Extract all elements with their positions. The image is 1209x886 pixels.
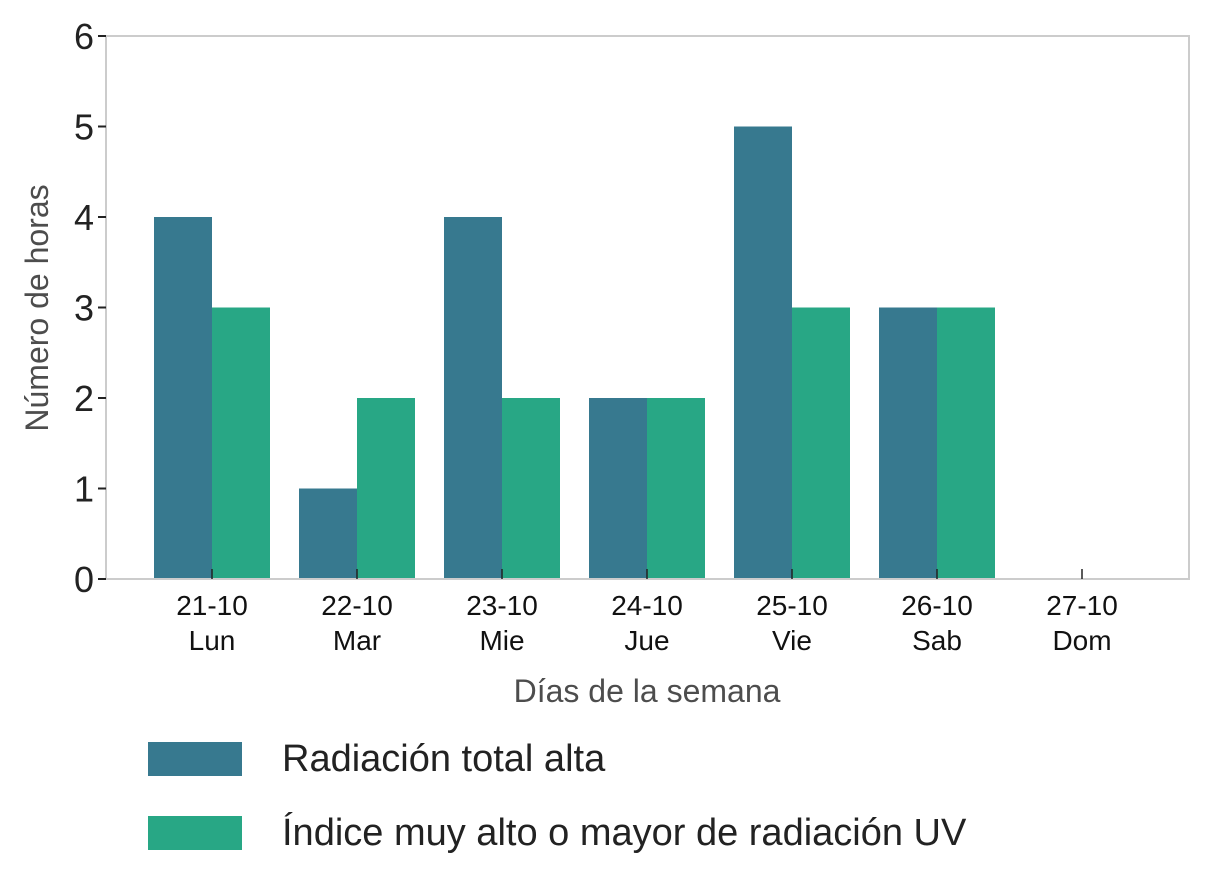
x-tick-label-4: 25-10 Vie xyxy=(756,590,828,656)
y-axis-label: Número de horas xyxy=(19,184,55,431)
x-tick-label-0: 21-10 Lun xyxy=(176,590,248,656)
y-tick-label-2: 2 xyxy=(74,378,94,419)
legend-swatch-indice-uv xyxy=(148,816,242,850)
legend-label-indice-uv: Índice muy alto o mayor de radiación UV xyxy=(282,811,967,854)
x-tick-label-2: 23-10 Mie xyxy=(466,590,538,656)
bars-group xyxy=(154,126,995,579)
bar-s0-c3 xyxy=(589,398,647,579)
bar-s1-c2 xyxy=(502,398,560,579)
x-axis-ticks: 21-10 Lun 22-10 Mar 23-10 Mie 24-10 Jue 25-10 Vie… xyxy=(176,569,1118,656)
bar-s0-c4 xyxy=(734,126,792,579)
y-tick-label-1: 1 xyxy=(74,469,94,510)
bar-s1-c1 xyxy=(357,398,415,579)
y-tick-label-0: 0 xyxy=(74,559,94,600)
bar-s0-c0 xyxy=(154,217,212,579)
x-tick-label-5: 26-10 Sab xyxy=(901,590,973,656)
y-tick-label-5: 5 xyxy=(74,107,94,148)
y-tick-label-6: 6 xyxy=(74,16,94,57)
y-axis-ticks: 0 1 2 3 4 5 6 xyxy=(74,16,106,600)
bar-s0-c5 xyxy=(879,307,937,579)
bar-s0-c1 xyxy=(299,488,357,579)
y-tick-label-4: 4 xyxy=(74,197,94,238)
legend-label-radiacion-total: Radiación total alta xyxy=(282,737,606,780)
x-axis-label: Días de la semana xyxy=(514,673,781,709)
x-tick-label-1: 22-10 Mar xyxy=(321,590,393,656)
legend-item-indice-uv: Índice muy alto o mayor de radiación UV xyxy=(148,796,966,870)
x-tick-label-6: 27-10 Dom xyxy=(1046,590,1118,656)
y-tick-label-3: 3 xyxy=(74,288,94,329)
bar-s1-c3 xyxy=(647,398,705,579)
bar-s1-c5 xyxy=(937,307,995,579)
legend: Radiación total alta Índice muy alto o m… xyxy=(148,722,966,870)
bar-s0-c2 xyxy=(444,217,502,579)
bar-chart: 0 1 2 3 4 5 6 21-10 Lun 22-10 Mar 23-10 Mie 24-10 Jue… xyxy=(19,16,1190,709)
bar-s1-c4 xyxy=(792,307,850,579)
bar-s1-c0 xyxy=(212,307,270,579)
legend-swatch-radiacion-total xyxy=(148,742,242,776)
legend-item-radiacion-total: Radiación total alta xyxy=(148,722,966,796)
x-tick-label-3: 24-10 Jue xyxy=(611,590,683,656)
